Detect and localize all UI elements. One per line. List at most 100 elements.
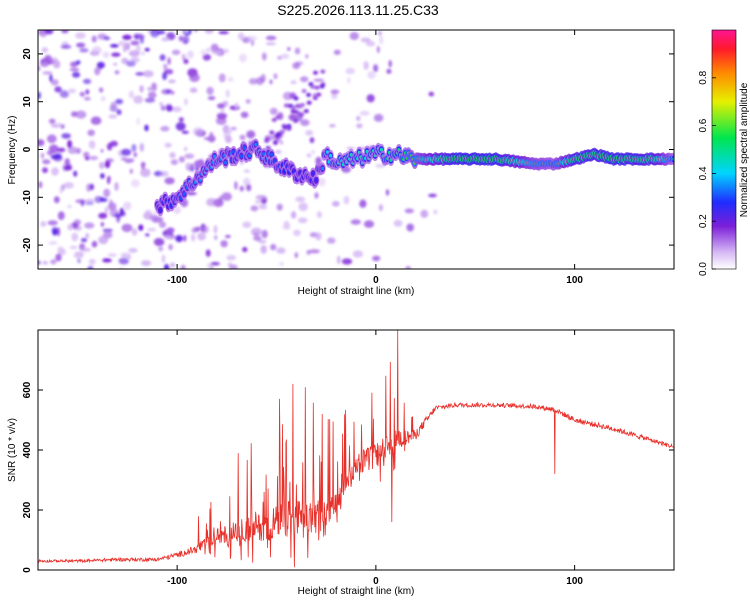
spectrogram-blob	[194, 30, 198, 33]
spectrogram-blob	[138, 224, 144, 231]
spectrogram-blob	[40, 31, 47, 38]
spectrogram-blob	[378, 204, 383, 212]
spectrogram-blob	[102, 228, 113, 233]
spectrogram-blob	[388, 60, 392, 68]
spectrogram-blob	[297, 111, 305, 118]
spectrogram-blob	[67, 140, 73, 149]
spectrogram-blob	[69, 245, 78, 250]
spectrogram-blob	[55, 253, 62, 262]
spectrogram-blob	[94, 67, 101, 76]
y-tick-label: 600	[22, 381, 33, 398]
spectrogram-blob	[405, 266, 411, 269]
snr-panel: -100 0 100 0 200 400 600 Height of straight li…	[7, 329, 675, 597]
spectrogram-blob	[309, 249, 321, 254]
ridge-core	[239, 154, 244, 158]
spectrogram-blob	[84, 222, 95, 229]
spectrogram-blob	[276, 247, 286, 254]
spectrogram-blob	[92, 46, 102, 54]
spectrogram-heatmap	[38, 30, 674, 269]
spectrogram-blob	[286, 124, 292, 128]
spectrogram-blob	[61, 133, 71, 139]
spectrogram-blob	[57, 122, 62, 127]
spectrogram-blob	[87, 129, 95, 137]
snr-ticks: -100 0 100 0 200 400 600	[22, 330, 674, 587]
x-tick-label: 100	[566, 576, 583, 587]
ridge-core	[212, 154, 217, 159]
spectrogram-blob	[246, 35, 258, 41]
spectrogram-blob	[295, 196, 306, 203]
spectrogram-blob	[245, 99, 251, 104]
spectrogram-blob	[189, 87, 198, 93]
spectrogram-blob	[248, 78, 258, 85]
spectrogram-blob	[203, 137, 210, 141]
x-tick-label: 0	[373, 576, 379, 587]
spectrogram-blob	[50, 259, 57, 265]
snr-x-axis-label: Height of straight line (km)	[298, 586, 415, 597]
spectrogram-blob	[130, 40, 140, 46]
spectrogram-blob	[110, 101, 117, 110]
spectrogram-blob	[75, 199, 86, 204]
spectrogram-blob	[121, 223, 133, 233]
spectrogram-blob	[58, 248, 67, 256]
spectrogram-blob	[287, 47, 291, 51]
y-tick-label: 200	[22, 501, 33, 518]
spectrogram-blob	[385, 189, 390, 196]
spectrogram-blob	[206, 86, 214, 95]
spectrogram-blob	[366, 40, 376, 47]
spectrogram-blob	[98, 235, 109, 245]
spectrogram-blob	[185, 162, 192, 171]
spectrogram-blob	[272, 140, 278, 145]
spectrogram-blob	[88, 258, 96, 265]
spectrogram-blob	[48, 144, 59, 154]
spectrogram-blob	[164, 177, 175, 185]
spectrogram-blob	[121, 148, 132, 156]
spectrogram-blob	[123, 201, 132, 211]
spectrogram-blob	[234, 181, 238, 190]
spectrogram-blob	[42, 261, 49, 265]
spectrogram-blob	[343, 195, 350, 205]
spectrogram-blob	[117, 40, 128, 46]
spectrogram-blob	[225, 235, 231, 238]
spectrogram-blob	[61, 30, 69, 34]
spectrogram-blob	[393, 219, 403, 227]
spectrogram-blob	[67, 146, 78, 154]
spectrogram-blob	[214, 235, 218, 240]
spectrogram-blob	[38, 65, 41, 72]
spectrogram-blob	[281, 53, 290, 59]
spectrogram-blob	[166, 227, 175, 233]
spectrogram-blob	[149, 216, 158, 220]
spectrogram-blob	[79, 91, 85, 97]
spectrogram-blob	[261, 229, 268, 239]
ridge-core	[254, 142, 258, 147]
spectrogram-blob	[359, 110, 370, 116]
spectrogram-blob	[250, 227, 262, 236]
spectrogram-blob	[86, 183, 91, 192]
spectrogram-blob	[305, 130, 314, 136]
spectrogram-blob	[330, 89, 340, 95]
spectrogram-blob	[191, 227, 198, 234]
spectrogram-blob	[106, 176, 111, 185]
spectrogram-blob	[122, 34, 132, 40]
spectrogram-blob	[312, 93, 318, 98]
x-tick-label: -100	[167, 576, 187, 587]
spectrogram-blob	[99, 196, 104, 202]
spectrogram-blob	[49, 74, 53, 82]
spectrogram-blob	[115, 98, 124, 105]
spectrogram-blob	[99, 161, 105, 170]
spectrogram-blob	[238, 32, 245, 41]
spectrogram-blob	[139, 85, 144, 93]
spectrogram-blob	[308, 82, 314, 87]
spectrogram-blob	[144, 47, 150, 52]
spectrogram-blob	[75, 60, 81, 65]
spectrogram-blob	[135, 72, 145, 76]
spectrogram-y-axis-label: Frequency (Hz)	[7, 116, 18, 185]
spectrogram-blob	[48, 241, 58, 245]
spectrogram-blob	[76, 251, 85, 257]
spectrogram-blob	[76, 42, 86, 48]
spectrogram-blob	[79, 48, 89, 53]
ridge-core	[314, 178, 318, 183]
spectrogram-blob	[80, 247, 91, 252]
spectrogram-blob	[363, 220, 375, 228]
spectrogram-blob	[293, 118, 299, 123]
ridge-core	[321, 166, 325, 171]
